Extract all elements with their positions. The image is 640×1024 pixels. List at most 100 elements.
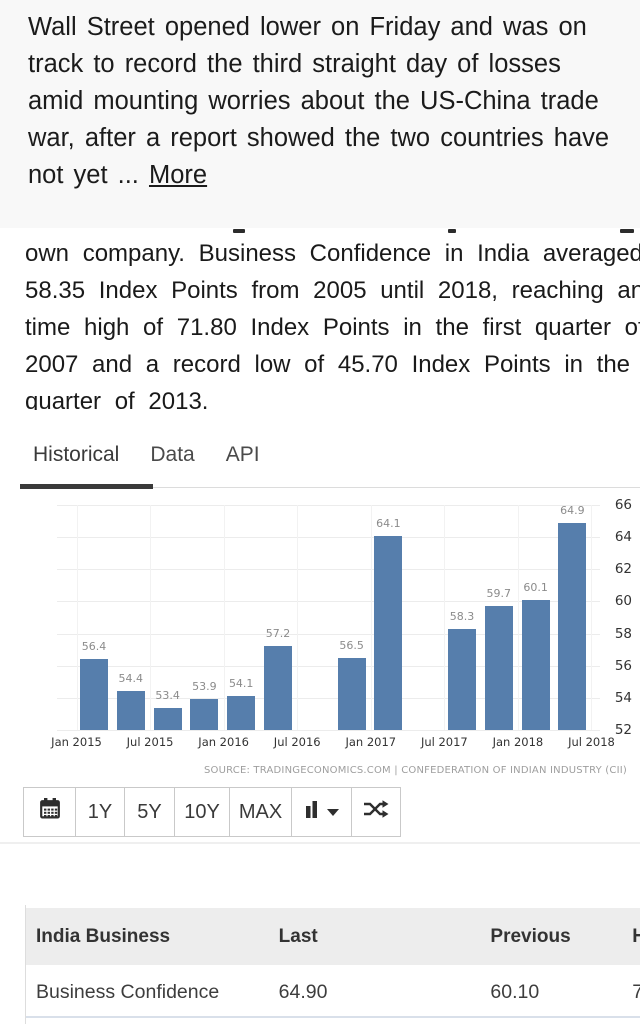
tab-historical[interactable]: Historical: [33, 443, 120, 466]
bar-value-label: 53.9: [192, 680, 217, 694]
article-line: time high of 71.80 Index Points in the f…: [25, 314, 640, 341]
x-axis-label: Jul 2017: [420, 735, 468, 749]
bar-value-label: 54.1: [228, 677, 254, 691]
range-max-button[interactable]: MAX: [230, 788, 292, 836]
row-value-highest: 71.80: [622, 981, 640, 1004]
y-axis-label: 52: [614, 722, 632, 738]
x-axis-label: Jan 2016: [198, 735, 249, 749]
shuffle-icon: [363, 799, 389, 825]
column-header-highest: Highest: [622, 926, 640, 948]
news-text: Wall Street opened lower on Friday and w…: [28, 9, 640, 157]
news-line: Wall Street opened lower on Friday and w…: [28, 13, 587, 41]
row-value-last: 64.90: [278, 980, 328, 1003]
bar-value-label: 53.4: [155, 688, 180, 702]
range-1y-button[interactable]: 1Y: [76, 788, 125, 836]
bar-q4-2015[interactable]: [190, 699, 219, 730]
range-5y-button[interactable]: 5Y: [125, 788, 175, 836]
column-header-india-business: India Business: [36, 925, 171, 947]
bar-value-label: 54.4: [118, 672, 144, 686]
x-axis-label: Jan 2018: [492, 735, 544, 749]
article-line: 58.35 Index Points from 2005 until 2018,…: [25, 277, 640, 304]
bar-value-label: 59.7: [486, 587, 512, 601]
news-line: amid mounting worries about the US-China…: [28, 87, 599, 115]
calendar-button[interactable]: [24, 788, 76, 836]
x-axis-label: Jul 2018: [568, 735, 615, 749]
gridline-horizontal: [57, 665, 600, 667]
bar-q1-2016[interactable]: [227, 696, 256, 730]
row-label-business-confidence[interactable]: Business Confidence: [36, 980, 220, 1003]
article-paragraph: own company. Business Confidence in Indi…: [0, 228, 640, 410]
article-line: 2007 and a record low of 45.70 Index Poi…: [25, 351, 640, 378]
news-line: war, after a report showed the two count…: [28, 124, 610, 152]
bar-q3-2017[interactable]: [448, 628, 476, 730]
bar-value-label: 56.5: [339, 638, 364, 652]
gridline-horizontal: [57, 730, 600, 731]
y-axis-label: 64: [614, 529, 632, 546]
bar-q1-2018[interactable]: [521, 599, 550, 730]
gridline-horizontal: [57, 569, 600, 571]
news-line: track to record the third straight day o…: [28, 50, 561, 78]
x-axis-label: Jan 2017: [345, 735, 397, 749]
gridline-horizontal: [57, 697, 600, 699]
gridline-horizontal: [57, 537, 600, 539]
gridline-vertical: [223, 505, 225, 730]
chart-toolbar: 1Y 5Y 10Y MAX: [23, 787, 401, 837]
indicators-table: India Business Last Previous Highest Bus…: [25, 905, 640, 1024]
bar-q1-2015[interactable]: [80, 659, 108, 730]
clipped-line-fragment: [233, 229, 245, 233]
y-axis-label: 66: [614, 497, 632, 513]
gridline-vertical: [444, 505, 446, 730]
y-axis-label: 62: [614, 561, 632, 578]
active-tab-underline: [20, 484, 153, 489]
article-text: own company. Business Confidence in Indi…: [25, 235, 640, 410]
article-line: quarter of 2013.: [25, 388, 209, 410]
calendar-icon: [39, 798, 61, 826]
news-last-line-text: not yet ...: [28, 161, 149, 189]
row-value-previous: 60.10: [490, 980, 540, 1003]
news-snippet: Wall Street opened lower on Friday and w…: [0, 0, 640, 228]
gridline-horizontal: [57, 505, 600, 506]
bar-value-label: 60.1: [523, 580, 548, 594]
chart-type-icon: [305, 799, 321, 825]
chevron-down-icon: [326, 808, 339, 816]
section-divider: [0, 842, 640, 844]
gridline-horizontal: [57, 633, 600, 635]
bar-q2-2015[interactable]: [116, 691, 145, 730]
bar-q2-2016[interactable]: [264, 646, 292, 730]
chart-type-button[interactable]: [292, 788, 352, 836]
y-axis-label: 54: [614, 689, 632, 706]
bar-q3-2015[interactable]: [153, 707, 182, 730]
y-axis-label: 56: [614, 657, 632, 674]
bar-q1-2017[interactable]: [374, 535, 403, 730]
column-header-last: Last: [278, 925, 318, 947]
x-axis-label: Jul 2016: [273, 735, 321, 749]
tabs-row: Historical Data API: [0, 410, 640, 467]
gridline-vertical: [150, 505, 152, 730]
column-header-previous: Previous: [490, 925, 571, 947]
gridline-vertical: [591, 505, 593, 730]
bar-value-label: 58.3: [449, 609, 475, 623]
y-axis-label: 60: [614, 593, 632, 610]
news-last-line: not yet ... More: [28, 157, 640, 194]
bar-q2-2018[interactable]: [558, 522, 587, 730]
x-axis-label: Jul 2015: [126, 735, 174, 749]
tab-data[interactable]: Data: [150, 443, 195, 466]
y-axis-label: 58: [614, 625, 632, 642]
bar-value-label: 56.4: [81, 640, 107, 654]
more-link[interactable]: More: [148, 161, 208, 189]
range-10y-button[interactable]: 10Y: [175, 788, 230, 836]
chart: 56.4 54.4 53.4 53.9 54.1 57.2 56.5 64.1 58.3 59.7…: [0, 490, 640, 782]
gridline-vertical: [370, 505, 372, 730]
compare-button[interactable]: [352, 788, 400, 836]
bar-q4-2017[interactable]: [484, 606, 513, 730]
table-header-row: India Business Last Previous Highest: [26, 908, 640, 965]
article-line: own company. Business Confidence in Indi…: [25, 240, 640, 267]
tab-bar: Historical Data API: [0, 410, 640, 490]
gridline-vertical: [517, 505, 519, 730]
tab-api[interactable]: API: [225, 443, 260, 466]
gridline-vertical: [297, 505, 299, 730]
bar-q4-2016[interactable]: [337, 657, 366, 730]
chart-source: SOURCE: TRADINGECONOMICS.COM | CONFEDERA…: [203, 765, 627, 776]
table-row[interactable]: Business Confidence 64.90 60.10 71.80: [26, 968, 640, 1018]
